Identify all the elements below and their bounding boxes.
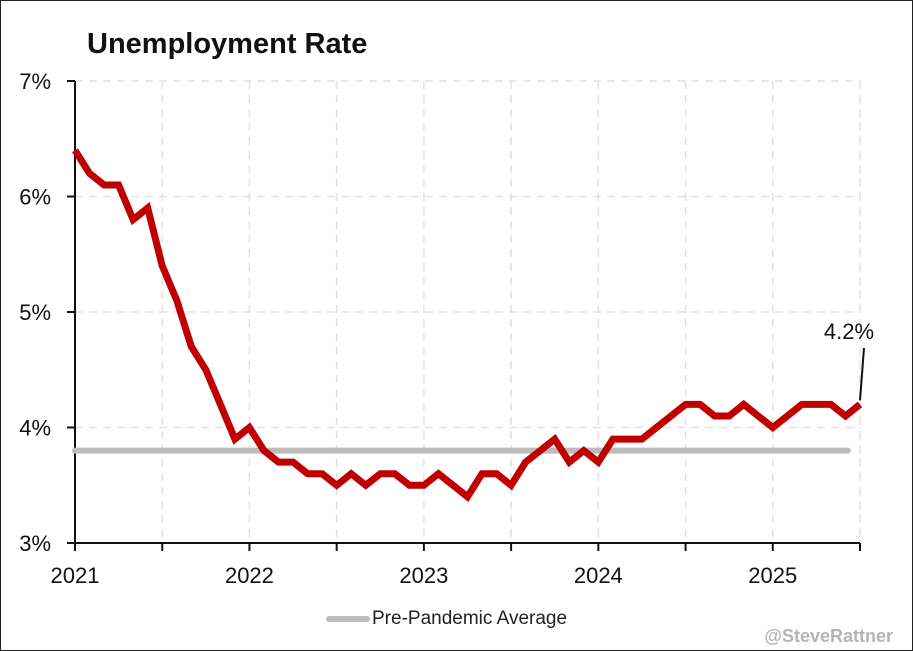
y-tick-label: 4% bbox=[19, 416, 51, 441]
annotation-label: 4.2% bbox=[824, 319, 874, 344]
x-tick-label: 2024 bbox=[574, 563, 623, 588]
x-tick-label: 2025 bbox=[748, 563, 797, 588]
legend: Pre-Pandemic Average bbox=[326, 608, 567, 630]
legend-swatch-pre-pandemic bbox=[326, 616, 370, 622]
x-tick-label: 2021 bbox=[51, 563, 100, 588]
chart-title: Unemployment Rate bbox=[87, 28, 368, 60]
x-tick-label: 2022 bbox=[225, 563, 274, 588]
y-tick-label: 3% bbox=[19, 531, 51, 556]
legend-label: Pre-Pandemic Average bbox=[372, 608, 568, 629]
y-tick-label: 5% bbox=[19, 300, 51, 325]
annotation-leader bbox=[859, 347, 865, 401]
y-tick-label: 7% bbox=[19, 69, 51, 94]
credit-text: @SteveRattner bbox=[764, 626, 893, 646]
y-tick-label: 6% bbox=[19, 185, 51, 210]
unemployment-rate-line bbox=[72, 148, 863, 502]
x-tick-label: 2023 bbox=[399, 563, 448, 588]
